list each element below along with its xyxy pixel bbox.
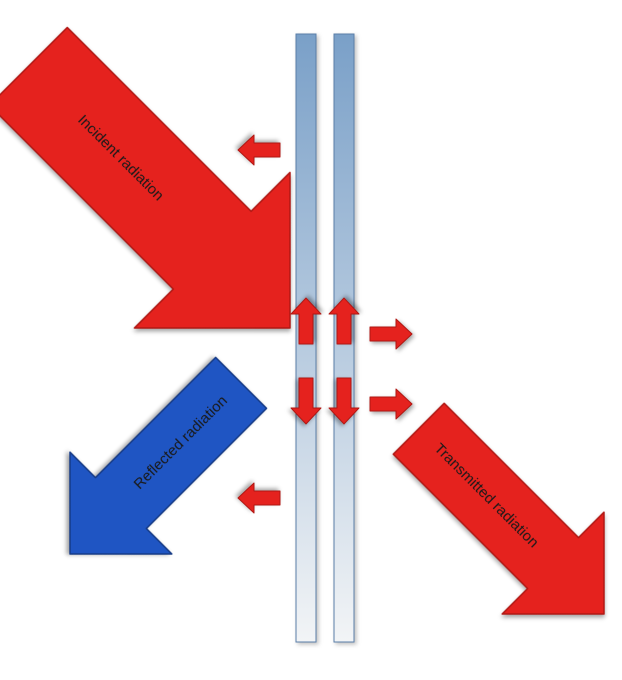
small-arrow-0 — [238, 135, 280, 165]
small-arrow-3 — [370, 389, 412, 419]
small-arrow-2 — [370, 319, 412, 349]
reflected-arrow: Reflected radiation — [19, 332, 292, 605]
transmitted-arrow: Transmitted radiation — [368, 378, 622, 665]
small-arrow-1 — [238, 483, 280, 513]
